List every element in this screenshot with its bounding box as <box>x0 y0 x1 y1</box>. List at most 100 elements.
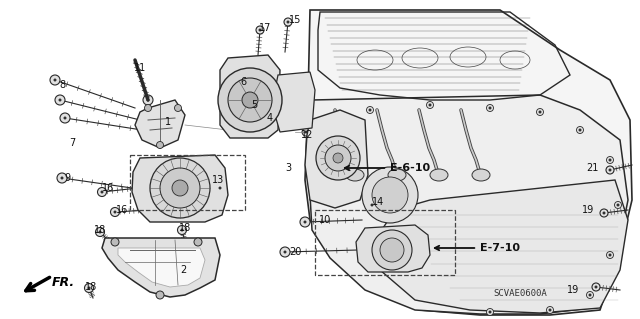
Circle shape <box>97 188 106 197</box>
Text: E-7-10: E-7-10 <box>435 243 520 253</box>
Circle shape <box>61 177 63 179</box>
Circle shape <box>145 105 152 112</box>
Polygon shape <box>305 10 632 315</box>
Ellipse shape <box>472 169 490 181</box>
Circle shape <box>486 308 493 315</box>
Circle shape <box>579 129 581 131</box>
Circle shape <box>114 211 116 213</box>
Circle shape <box>586 292 593 299</box>
Text: 13: 13 <box>212 175 224 185</box>
Circle shape <box>84 284 93 293</box>
Text: 19: 19 <box>567 285 579 295</box>
Polygon shape <box>118 248 205 287</box>
Text: 16: 16 <box>102 183 114 193</box>
Circle shape <box>218 68 282 132</box>
Circle shape <box>160 168 200 208</box>
Circle shape <box>367 107 374 114</box>
Circle shape <box>426 101 433 108</box>
Circle shape <box>64 117 66 119</box>
Circle shape <box>54 79 56 81</box>
Circle shape <box>287 21 289 23</box>
Text: 2: 2 <box>180 265 186 275</box>
Circle shape <box>280 247 290 257</box>
Circle shape <box>372 177 408 213</box>
Circle shape <box>617 204 620 206</box>
Circle shape <box>284 18 292 26</box>
Polygon shape <box>356 225 430 272</box>
Circle shape <box>614 202 621 209</box>
Text: 21: 21 <box>586 163 598 173</box>
Text: 19: 19 <box>582 205 594 215</box>
Circle shape <box>607 251 614 258</box>
Polygon shape <box>135 100 185 148</box>
Circle shape <box>372 230 412 270</box>
Circle shape <box>489 107 492 109</box>
Circle shape <box>95 227 104 236</box>
Circle shape <box>603 212 605 214</box>
Text: 6: 6 <box>240 77 246 87</box>
Text: 9: 9 <box>64 173 70 183</box>
Text: 4: 4 <box>267 113 273 123</box>
Text: 11: 11 <box>134 63 146 73</box>
Polygon shape <box>375 180 628 313</box>
Polygon shape <box>305 110 368 208</box>
Text: 8: 8 <box>59 80 65 90</box>
Circle shape <box>111 238 119 246</box>
Circle shape <box>216 184 224 192</box>
Circle shape <box>59 99 61 101</box>
Circle shape <box>50 75 60 85</box>
Text: 7: 7 <box>69 138 75 148</box>
Circle shape <box>156 291 164 299</box>
Circle shape <box>256 26 264 34</box>
Text: E-6-10: E-6-10 <box>345 163 430 173</box>
Polygon shape <box>220 55 280 138</box>
Text: 18: 18 <box>94 225 106 235</box>
Text: 1: 1 <box>165 117 171 127</box>
Bar <box>130 155 245 210</box>
Circle shape <box>595 286 597 288</box>
Circle shape <box>609 254 611 256</box>
Circle shape <box>539 111 541 113</box>
Circle shape <box>111 207 120 217</box>
Text: 20: 20 <box>289 247 301 257</box>
Circle shape <box>172 180 188 196</box>
Text: 15: 15 <box>289 15 301 25</box>
Polygon shape <box>275 72 315 132</box>
Circle shape <box>380 238 404 262</box>
Circle shape <box>362 167 418 223</box>
Circle shape <box>333 153 343 163</box>
Circle shape <box>600 209 608 217</box>
Text: 12: 12 <box>301 130 313 140</box>
Circle shape <box>606 166 614 174</box>
Text: SCVAE0600A: SCVAE0600A <box>493 288 547 298</box>
Polygon shape <box>308 95 628 314</box>
Circle shape <box>609 159 611 161</box>
Ellipse shape <box>346 169 364 181</box>
Circle shape <box>147 99 149 101</box>
Circle shape <box>88 287 90 289</box>
Circle shape <box>577 127 584 133</box>
Circle shape <box>157 142 163 149</box>
Circle shape <box>489 311 492 313</box>
Circle shape <box>177 226 186 234</box>
Circle shape <box>150 158 210 218</box>
Circle shape <box>300 217 310 227</box>
Text: 10: 10 <box>319 215 331 225</box>
Circle shape <box>316 136 360 180</box>
Circle shape <box>429 104 431 106</box>
Text: 18: 18 <box>85 282 97 292</box>
Circle shape <box>304 221 306 223</box>
Ellipse shape <box>430 169 448 181</box>
Polygon shape <box>132 155 228 222</box>
Circle shape <box>325 145 351 171</box>
Circle shape <box>259 29 261 31</box>
Ellipse shape <box>388 169 406 181</box>
Text: 17: 17 <box>259 23 271 33</box>
Circle shape <box>99 231 101 233</box>
Circle shape <box>369 109 371 111</box>
Circle shape <box>219 187 221 189</box>
Polygon shape <box>102 238 220 297</box>
Circle shape <box>305 131 307 133</box>
Circle shape <box>547 307 554 314</box>
Circle shape <box>548 309 551 311</box>
